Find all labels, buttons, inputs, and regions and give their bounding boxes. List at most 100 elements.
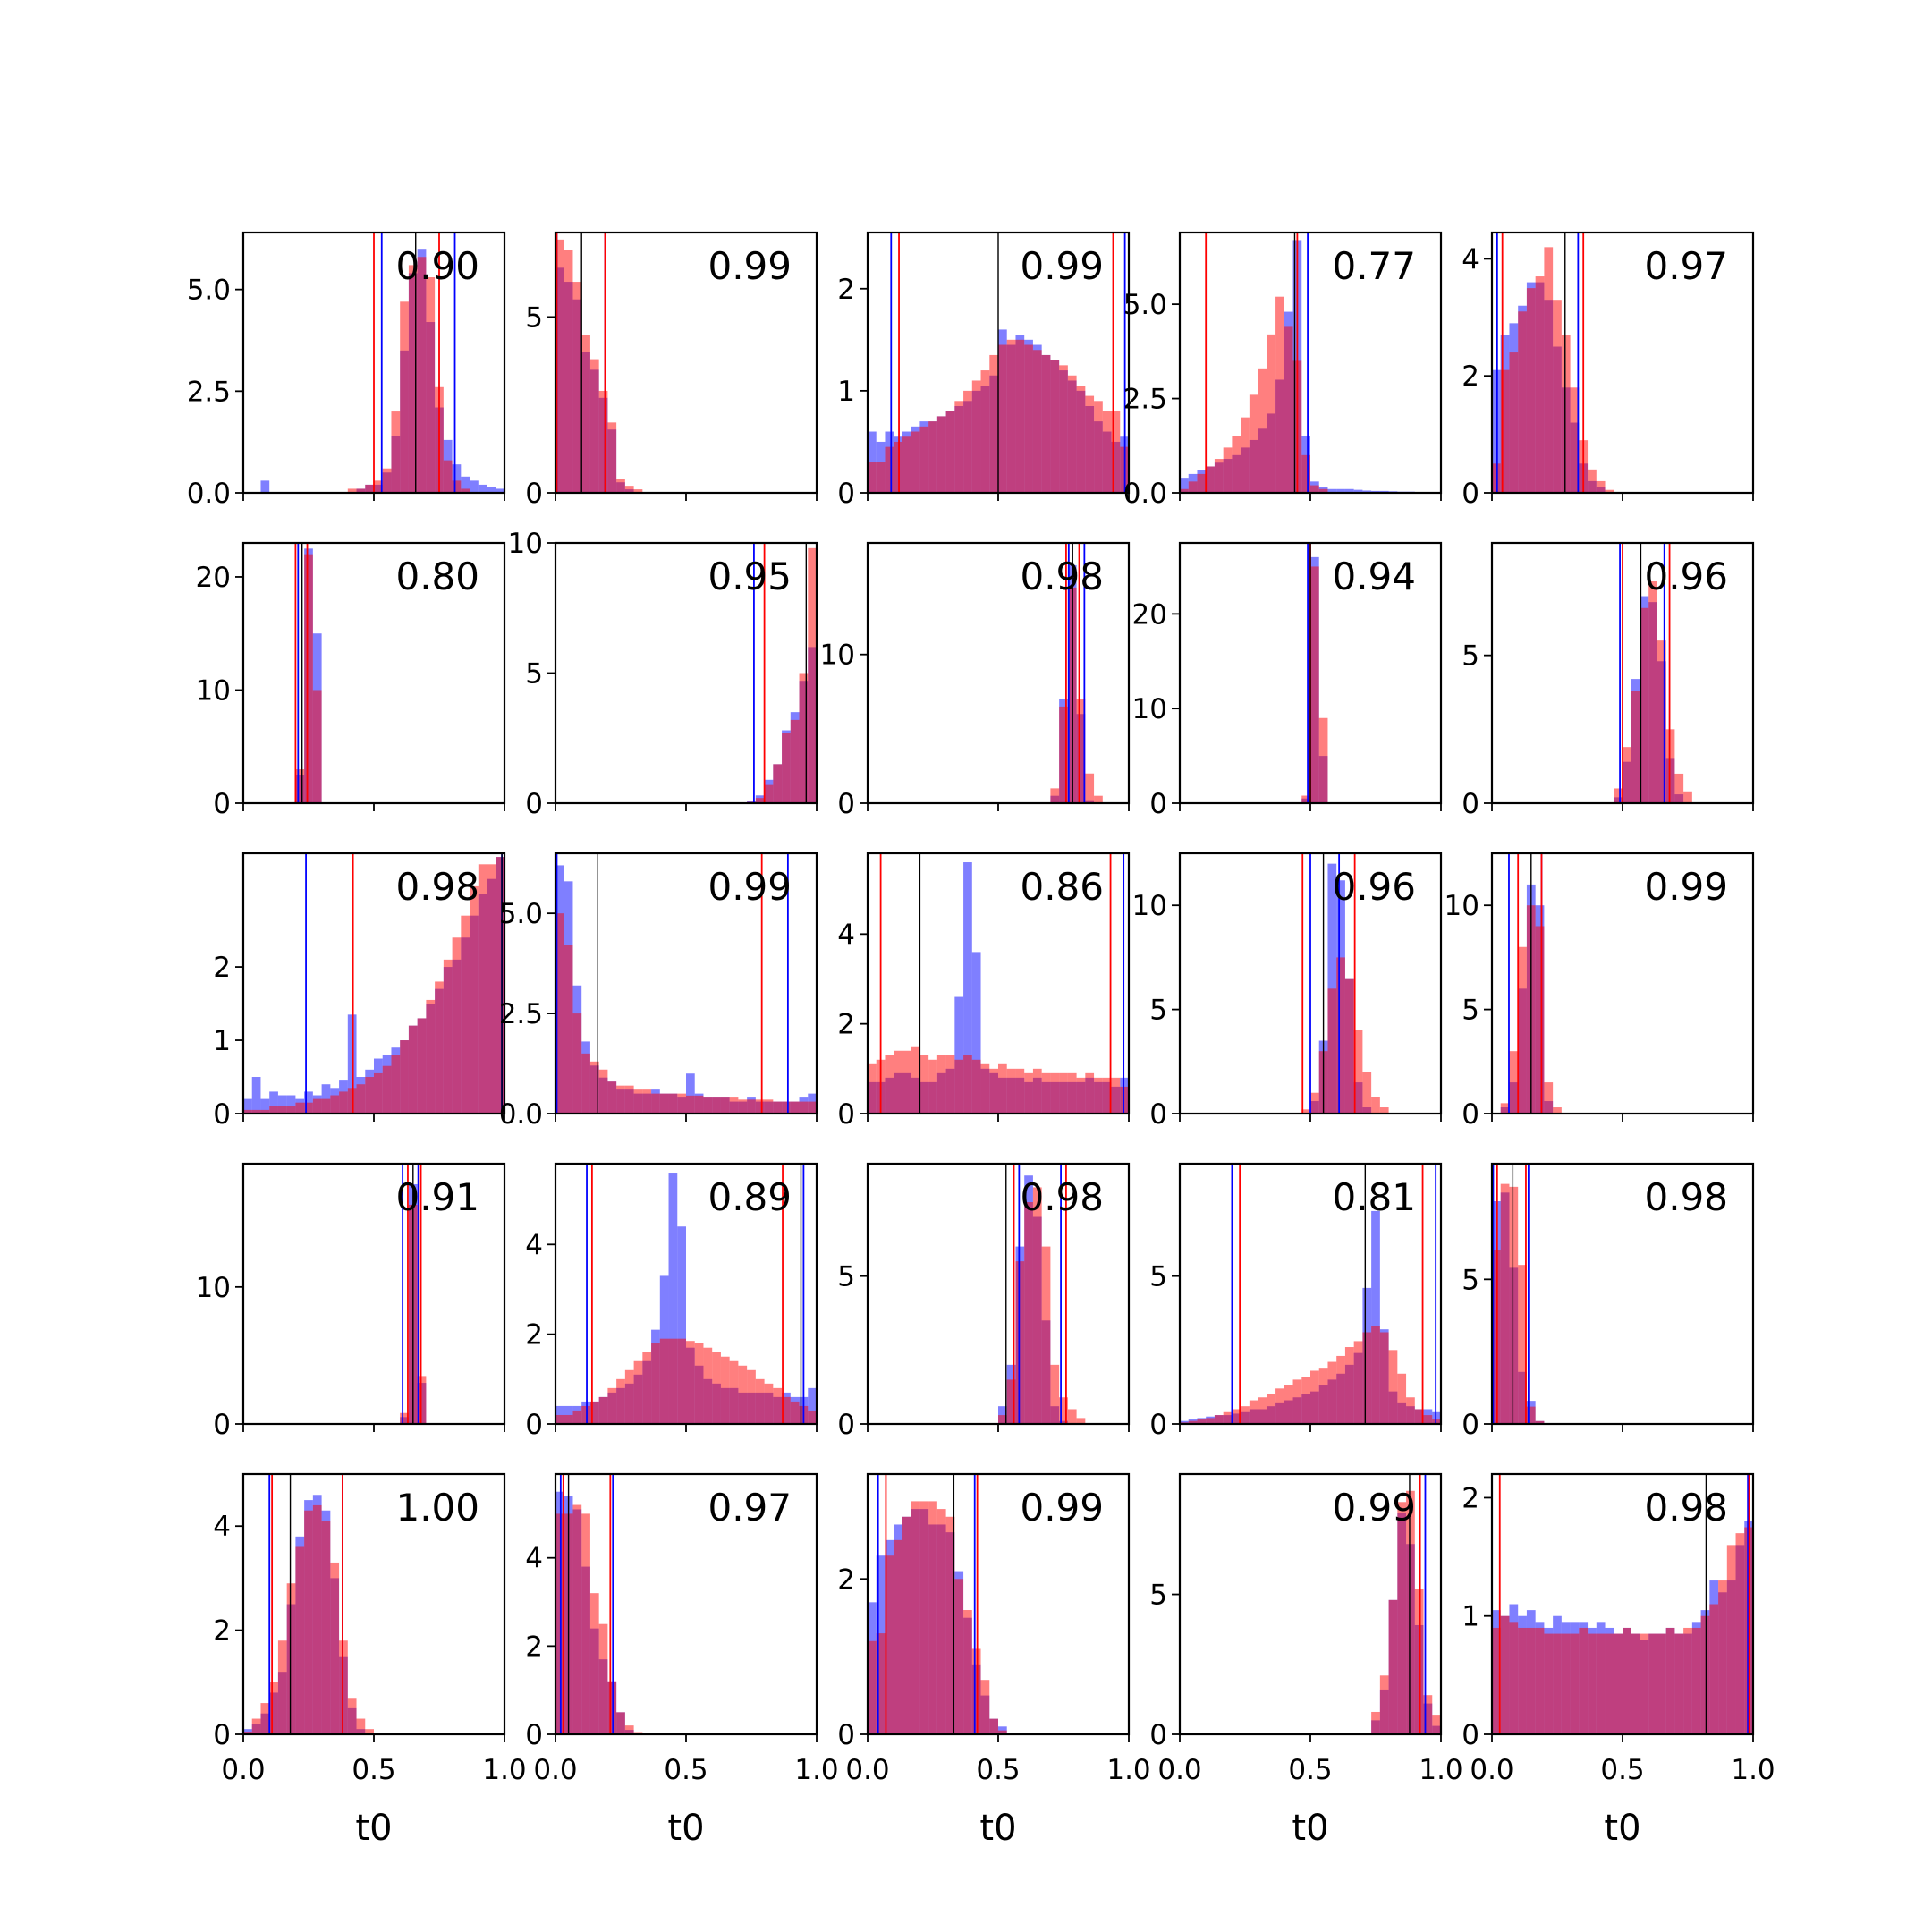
hist-bar-s1-b26 bbox=[1406, 1397, 1415, 1424]
hist-bar-s1-b0 bbox=[555, 239, 564, 493]
y-tick-label: 2.5 bbox=[499, 998, 543, 1030]
hist-bar-s1-b7 bbox=[1553, 300, 1562, 493]
hist-bar-s1-b8 bbox=[1561, 335, 1571, 493]
hist-bar-s1-b16 bbox=[1006, 339, 1016, 493]
hist-bar-s1-b15 bbox=[998, 344, 1007, 493]
x-axis-label: t0 bbox=[1604, 1808, 1640, 1849]
hist-bar-s1-b5 bbox=[1223, 1411, 1233, 1424]
hist-bar-s1-b2 bbox=[1509, 352, 1519, 493]
y-tick-label: 0 bbox=[837, 1719, 855, 1751]
hist-bar-s1-b3 bbox=[581, 1053, 590, 1114]
hist-bar-s1-b24 bbox=[1076, 1418, 1086, 1424]
hist-bar-s1-b14 bbox=[1301, 454, 1310, 493]
hist-bar-s1-b20 bbox=[1665, 729, 1675, 803]
hist-bar-s1-b1 bbox=[251, 1718, 261, 1734]
hist-bar-s1-b14 bbox=[989, 354, 998, 493]
y-tick-label: 2.5 bbox=[187, 376, 231, 408]
hist-bar-s1-b7 bbox=[1553, 1107, 1562, 1114]
hist-bar-s1-b20 bbox=[729, 1360, 739, 1424]
hist-bar-s1-b6 bbox=[607, 1081, 617, 1114]
hist-bar-s1-b5 bbox=[1535, 1627, 1545, 1734]
y-tick-label: 2 bbox=[837, 1563, 855, 1596]
hist-bar-s1-b18 bbox=[1024, 1201, 1033, 1424]
hist-bar-s1-b4 bbox=[1526, 1627, 1536, 1734]
subplot-r0-c0: 0.0 2.5 5.0 0.90 bbox=[187, 231, 506, 510]
hist-bar-s1-b27 bbox=[790, 719, 800, 803]
hist-bar-s1-b14 bbox=[677, 1338, 686, 1424]
hist-bar-s1-b6 bbox=[1544, 1633, 1554, 1734]
x-tick-label: 0.5 bbox=[1600, 1754, 1644, 1786]
subplot-r4-c3: 0 5 0.0 0.5 1.0 t0 0.99 bbox=[1149, 1472, 1463, 1849]
hist-bar-s1-b21 bbox=[426, 277, 436, 493]
y-tick-label: 5 bbox=[837, 1261, 855, 1293]
y-tick-label: 2 bbox=[525, 1631, 543, 1663]
hist-bar-s1-b21 bbox=[738, 1365, 748, 1424]
hist-bar-s1-b15 bbox=[998, 1730, 1007, 1734]
hist-bar-s1-b23 bbox=[443, 460, 453, 494]
hist-bar-s1-b8 bbox=[1249, 394, 1258, 493]
hist-bar-s1-b5 bbox=[598, 1069, 608, 1114]
hist-bar-s1-b13 bbox=[980, 1680, 990, 1734]
y-tick-label: 0 bbox=[1462, 1409, 1479, 1441]
y-tick-label: 0 bbox=[525, 478, 543, 510]
hist-bar-s1-b14 bbox=[1614, 788, 1623, 803]
subplot-annotation: 0.98 bbox=[1020, 1175, 1104, 1219]
hist-bar-s1-b7 bbox=[1241, 1406, 1250, 1424]
hist-bar-s1-b1 bbox=[564, 1414, 573, 1424]
y-tick-label: 0 bbox=[525, 1719, 543, 1751]
hist-bar-s0-b17 bbox=[1327, 488, 1337, 493]
hist-bar-s0-b14 bbox=[677, 1226, 686, 1424]
y-tick-label: 0 bbox=[1149, 1409, 1167, 1441]
y-tick-label: 2 bbox=[1462, 360, 1479, 393]
hist-bar-s1-b1 bbox=[1500, 369, 1510, 493]
subplot-r2-c4: 0 5 10 0.99 bbox=[1445, 852, 1755, 1131]
subplot-annotation: 0.86 bbox=[1020, 865, 1104, 909]
hist-bar-s1-b22 bbox=[1059, 706, 1068, 803]
y-tick-label: 5 bbox=[1149, 1261, 1167, 1293]
hist-bar-s1-b18 bbox=[1024, 344, 1033, 493]
y-tick-label: 10 bbox=[1132, 890, 1167, 922]
hist-bar-s1-b27 bbox=[1414, 1589, 1424, 1734]
subplot-r3-c2: 050.98 bbox=[837, 1162, 1131, 1441]
x-tick-label: 0.5 bbox=[352, 1754, 395, 1786]
y-tick-label: 0 bbox=[525, 1409, 543, 1441]
hist-bar-s0-b0 bbox=[1492, 369, 1501, 493]
hist-bar-s1-b0 bbox=[868, 1063, 877, 1114]
subplot-r4-c1: 0 2 4 0.0 0.5 1.0 t0 0.97 bbox=[525, 1472, 839, 1849]
hist-bar-s1-b13 bbox=[668, 1093, 678, 1114]
y-tick-label: 0 bbox=[213, 1719, 231, 1751]
hist-bar-s1-b23 bbox=[1691, 1627, 1701, 1734]
hist-bar-s1-b4 bbox=[1526, 1406, 1536, 1424]
hist-bar-s1-b11 bbox=[1588, 469, 1597, 493]
hist-bar-s0-b5 bbox=[286, 1095, 296, 1114]
hist-bar-s1-b15 bbox=[1310, 566, 1319, 803]
hist-bar-s1-b16 bbox=[694, 1343, 704, 1424]
y-tick-label: 10 bbox=[196, 1272, 231, 1304]
y-tick-label: 5 bbox=[1149, 1580, 1167, 1612]
y-tick-label: 0.0 bbox=[1123, 478, 1167, 510]
y-tick-label: 0 bbox=[1149, 1098, 1167, 1131]
hist-bar-s1-b5 bbox=[598, 1396, 608, 1424]
hist-bar-s1-b15 bbox=[686, 1341, 695, 1424]
hist-bar-s1-b1 bbox=[1500, 1615, 1510, 1734]
hist-bar-s1-b22 bbox=[747, 1369, 756, 1424]
hist-bar-s1-b11 bbox=[1588, 1633, 1597, 1734]
subplot-r1-c4: 050.96 bbox=[1462, 541, 1755, 820]
x-tick-label: 0.0 bbox=[1470, 1754, 1513, 1786]
hist-bar-s1-b10 bbox=[642, 1352, 652, 1424]
hist-bar-s1-b6 bbox=[295, 1546, 305, 1734]
hist-bar-s1-b15 bbox=[1623, 1627, 1631, 1734]
x-tick-label: 0.0 bbox=[1157, 1754, 1201, 1786]
hist-bar-s0-b1 bbox=[564, 1405, 573, 1424]
hist-bar-s1-b25 bbox=[1397, 1502, 1407, 1734]
y-tick-label: 0 bbox=[1149, 788, 1167, 820]
hist-bar-s1-b8 bbox=[1561, 1633, 1571, 1734]
hist-bar-s1-b14 bbox=[365, 1077, 374, 1114]
hist-bar-s1-b17 bbox=[1640, 607, 1649, 803]
hist-bar-s1-b7 bbox=[1553, 1633, 1562, 1734]
hist-bar-s1-b2 bbox=[1509, 1051, 1519, 1114]
hist-bar-s1-b13 bbox=[356, 1718, 366, 1734]
hist-bar-s0-b12 bbox=[347, 1014, 357, 1114]
hist-bar-s1-b8 bbox=[312, 1098, 322, 1114]
y-tick-label: 5 bbox=[525, 658, 543, 691]
